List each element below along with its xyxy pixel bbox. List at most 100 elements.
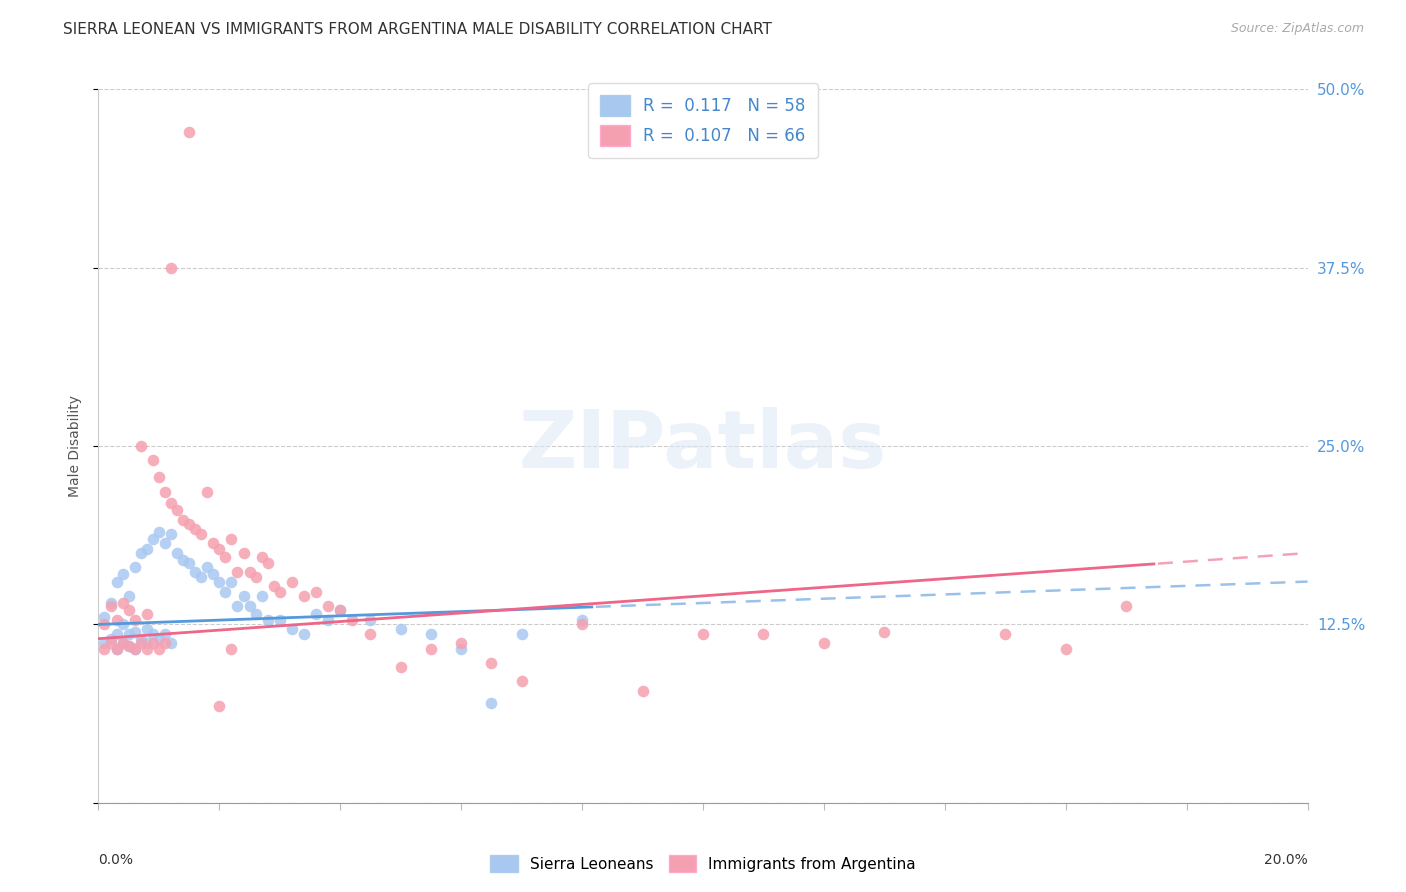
Point	[269, 584, 291, 599]
Point	[100, 632, 122, 646]
Point	[184, 565, 207, 579]
Point	[214, 550, 236, 565]
Point	[100, 599, 122, 613]
Point	[111, 617, 134, 632]
Point	[208, 574, 231, 589]
Point	[93, 636, 115, 650]
Point	[166, 546, 188, 560]
Point	[160, 496, 183, 510]
Point	[135, 622, 157, 636]
Point	[135, 636, 157, 650]
Point	[190, 527, 212, 541]
Point	[269, 613, 291, 627]
Point	[245, 607, 267, 622]
Point	[105, 641, 128, 656]
Point	[172, 513, 194, 527]
Point	[135, 641, 157, 656]
Point	[148, 632, 170, 646]
Point	[129, 546, 152, 560]
Point	[420, 641, 443, 656]
Point	[111, 636, 134, 650]
Point	[153, 636, 176, 650]
Point	[118, 627, 141, 641]
Point	[93, 610, 115, 624]
Point	[118, 639, 141, 653]
Point	[1054, 641, 1077, 656]
Point	[135, 607, 157, 622]
Text: 20.0%: 20.0%	[1264, 853, 1308, 867]
Point	[124, 613, 146, 627]
Point	[153, 484, 176, 499]
Point	[111, 567, 134, 582]
Point	[221, 574, 243, 589]
Point	[124, 641, 146, 656]
Point	[135, 541, 157, 556]
Legend: R =  0.117   N = 58, R =  0.107   N = 66: R = 0.117 N = 58, R = 0.107 N = 66	[589, 83, 817, 158]
Point	[100, 636, 122, 650]
Text: Source: ZipAtlas.com: Source: ZipAtlas.com	[1230, 22, 1364, 36]
Point	[142, 453, 165, 467]
Point	[142, 532, 165, 546]
Point	[179, 125, 201, 139]
Text: ZIPatlas: ZIPatlas	[519, 407, 887, 485]
Point	[752, 627, 775, 641]
Point	[105, 613, 128, 627]
Point	[124, 641, 146, 656]
Point	[129, 439, 152, 453]
Point	[1115, 599, 1137, 613]
Point	[105, 574, 128, 589]
Point	[342, 613, 364, 627]
Y-axis label: Male Disability: Male Disability	[67, 395, 82, 497]
Legend: Sierra Leoneans, Immigrants from Argentina: Sierra Leoneans, Immigrants from Argenti…	[482, 847, 924, 880]
Point	[214, 584, 236, 599]
Point	[179, 556, 201, 570]
Point	[221, 532, 243, 546]
Point	[124, 560, 146, 574]
Point	[202, 567, 225, 582]
Point	[105, 641, 128, 656]
Point	[142, 627, 165, 641]
Point	[292, 589, 315, 603]
Point	[148, 641, 170, 656]
Point	[124, 624, 146, 639]
Point	[160, 260, 183, 275]
Point	[450, 636, 472, 650]
Point	[166, 503, 188, 517]
Text: SIERRA LEONEAN VS IMMIGRANTS FROM ARGENTINA MALE DISABILITY CORRELATION CHART: SIERRA LEONEAN VS IMMIGRANTS FROM ARGENT…	[63, 22, 772, 37]
Point	[316, 613, 339, 627]
Point	[105, 627, 128, 641]
Point	[93, 617, 115, 632]
Point	[481, 656, 503, 670]
Point	[360, 613, 382, 627]
Point	[160, 636, 183, 650]
Text: 0.0%: 0.0%	[98, 853, 134, 867]
Point	[129, 636, 152, 650]
Point	[111, 636, 134, 650]
Point	[292, 627, 315, 641]
Point	[316, 599, 339, 613]
Point	[389, 660, 412, 674]
Point	[129, 632, 152, 646]
Point	[692, 627, 714, 641]
Point	[153, 536, 176, 550]
Point	[118, 603, 141, 617]
Point	[389, 622, 412, 636]
Point	[148, 470, 170, 484]
Point	[195, 560, 218, 574]
Point	[221, 641, 243, 656]
Point	[250, 589, 273, 603]
Point	[118, 589, 141, 603]
Point	[510, 674, 533, 689]
Point	[571, 613, 593, 627]
Point	[226, 599, 249, 613]
Point	[172, 553, 194, 567]
Point	[232, 589, 254, 603]
Point	[245, 570, 267, 584]
Point	[232, 546, 254, 560]
Point	[208, 541, 231, 556]
Point	[450, 641, 472, 656]
Point	[305, 584, 328, 599]
Point	[481, 696, 503, 710]
Point	[305, 607, 328, 622]
Point	[118, 639, 141, 653]
